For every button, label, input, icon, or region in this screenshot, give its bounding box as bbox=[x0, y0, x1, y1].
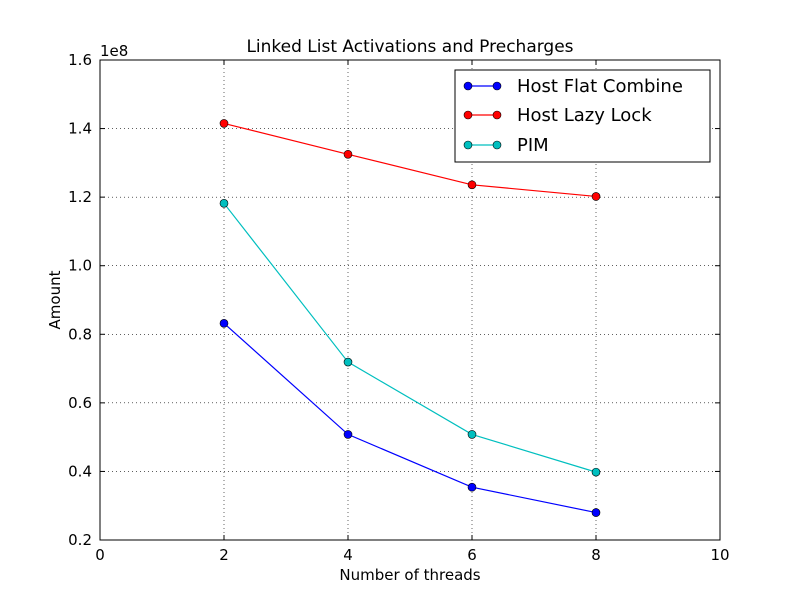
y-tick-label: 1.4 bbox=[68, 120, 92, 138]
ticks: 0 2 4 6 8 10 0.2 0.4 0.6 0.8 1.0 1.2 1.4 1.6 bbox=[68, 51, 729, 564]
chart-title: Linked List Activations and Precharges bbox=[246, 37, 573, 57]
series-line-pim bbox=[223, 202, 597, 473]
series-pim bbox=[219, 199, 601, 477]
y-tick-label: 1.0 bbox=[68, 257, 92, 275]
x-tick-label: 2 bbox=[219, 546, 229, 564]
data-point-host-flat-combine bbox=[219, 319, 229, 328]
y-tick-label: 1.6 bbox=[68, 51, 92, 69]
x-tick-label: 0 bbox=[95, 546, 105, 564]
legend-label-host-flat-combine: Host Flat Combine bbox=[517, 76, 683, 97]
legend: Host Flat Combine Host Lazy Lock PIM bbox=[454, 69, 711, 163]
x-tick-label: 10 bbox=[710, 546, 729, 564]
y-scale-offset-label: 1e8 bbox=[100, 42, 128, 60]
legend-marker-host-lazy-lock bbox=[492, 110, 502, 120]
legend-item-pim: PIM bbox=[463, 135, 549, 156]
y-tick-label: 0.2 bbox=[68, 531, 92, 549]
data-point-host-flat-combine bbox=[591, 508, 601, 517]
series-host-flat-combine bbox=[219, 319, 601, 517]
data-point-pim bbox=[219, 199, 229, 208]
y-tick-label: 0.4 bbox=[68, 462, 92, 480]
legend-item-host-flat-combine: Host Flat Combine bbox=[463, 76, 683, 97]
data-point-host-lazy-lock bbox=[343, 149, 353, 159]
plot-frame bbox=[99, 59, 721, 541]
y-tick-label: 0.6 bbox=[68, 394, 92, 412]
data-point-host-lazy-lock bbox=[219, 119, 229, 128]
y-tick-label: 0.8 bbox=[68, 325, 92, 343]
data-point-host-lazy-lock bbox=[467, 180, 477, 190]
legend-marker-host-flat-combine bbox=[463, 81, 473, 91]
legend-marker-host-flat-combine bbox=[492, 81, 502, 91]
data-point-host-flat-combine bbox=[467, 482, 477, 492]
x-tick-label: 4 bbox=[343, 546, 353, 564]
series-host-lazy-lock bbox=[219, 119, 601, 201]
series-line-host-lazy-lock bbox=[223, 122, 597, 198]
legend-label-host-lazy-lock: Host Lazy Lock bbox=[517, 105, 652, 126]
x-tick-label: 6 bbox=[467, 546, 477, 564]
legend-label-pim: PIM bbox=[517, 135, 549, 156]
y-axis-label: Amount bbox=[46, 270, 64, 329]
legend-marker-host-lazy-lock bbox=[463, 110, 473, 120]
y-tick-label: 1.2 bbox=[68, 188, 92, 206]
legend-marker-pim bbox=[492, 140, 502, 150]
data-point-pim bbox=[591, 467, 601, 477]
x-tick-label: 8 bbox=[591, 546, 601, 564]
data-point-host-flat-combine bbox=[343, 430, 353, 439]
data-point-pim bbox=[467, 430, 477, 439]
series-layer bbox=[219, 119, 601, 517]
legend-item-host-lazy-lock: Host Lazy Lock bbox=[463, 105, 652, 126]
legend-marker-pim bbox=[463, 140, 473, 150]
data-point-host-lazy-lock bbox=[591, 192, 601, 201]
series-line-host-flat-combine bbox=[223, 322, 597, 514]
data-point-pim bbox=[343, 357, 353, 367]
x-axis-label: Number of threads bbox=[339, 566, 480, 584]
